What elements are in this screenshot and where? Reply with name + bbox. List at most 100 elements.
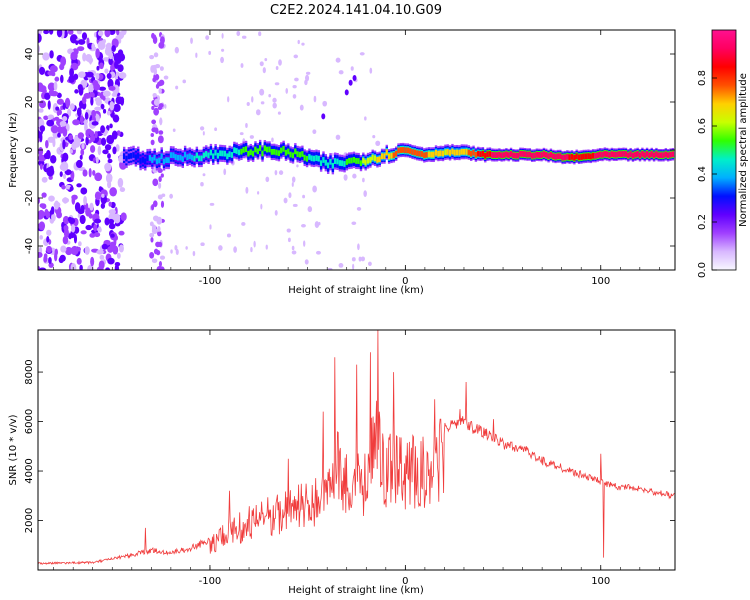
heatmap-cell [615,151,618,158]
heatmap-cell [350,157,353,164]
heatmap-cell [643,152,646,159]
heatmap-cell [369,67,373,74]
heatmap-cell [208,50,212,56]
heatmap-cell [359,52,365,56]
heatmap-cell [99,254,105,260]
heatmap-cell [221,150,224,157]
heatmap-cell [641,151,644,157]
heatmap-cell [296,164,299,168]
heatmap-cell [86,71,94,78]
heatmap-cell [85,136,89,146]
heatmap-cell [291,245,295,251]
heatmap-cell [118,244,124,253]
heatmap-cell [430,151,433,158]
heatmap-cell [67,216,73,222]
heatmap-cell [357,243,360,251]
heatmap-cell [110,64,114,72]
heatmap-cell [277,150,281,157]
heatmap-cell [282,145,285,152]
heatmap-cell [188,153,192,160]
heatmap-cell [538,152,541,158]
heatmap-cell [280,147,283,154]
heatmap-cell [671,151,675,158]
heatmap-cell [38,159,45,167]
heatmap-cell [108,201,113,207]
heatmap-cell [481,150,485,157]
heatmap-cell [106,110,111,116]
heatmap-cell [559,153,562,160]
heatmap-cell [150,139,155,146]
heatmap-cell [302,194,306,199]
heatmap-cell [107,218,115,225]
heatmap-cell [202,152,206,159]
colorbar-gradient [711,29,737,271]
heatmap-cell [484,152,487,159]
heatmap-cell [432,151,435,158]
heatmap-cell [304,79,308,86]
heatmap-cell [245,123,248,128]
heatmap-cell [79,264,83,270]
heatmap-cell [62,139,66,150]
heatmap-cell [299,104,304,111]
heatmap-cell [486,151,489,158]
heatmap-cell [200,242,205,247]
heatmap-cell [319,160,323,167]
x-tick-label: 100 [591,276,610,287]
heatmap-cell [102,108,107,114]
heatmap-cell [250,246,253,253]
heatmap-cell [587,153,590,160]
heatmap-cell [152,215,159,222]
heatmap-cell [305,71,311,75]
heatmap-cell [226,233,231,238]
heatmap-cell [268,146,271,153]
heatmap-cell [312,129,317,135]
heatmap-cell [368,261,372,267]
heatmap-cell [598,151,602,158]
heatmap-cell [301,42,305,46]
y-tick-label: 6000 [24,409,35,434]
heatmap-cell [108,85,116,91]
heatmap-cell [160,173,164,178]
heatmap-cell [97,30,104,37]
heatmap-cell [226,153,229,160]
heatmap-cell [192,250,196,257]
heatmap-cell [219,150,222,157]
heatmap-cell [159,66,164,71]
heatmap-cell [272,102,277,109]
heatmap-cell [540,152,543,158]
heatmap-cell [71,195,76,205]
heatmap-cell [291,176,296,183]
heatmap-cell [465,148,468,155]
heatmap-cell [46,119,55,127]
heatmap-cell [41,192,47,198]
heatmap-cell [212,153,215,160]
heatmap-cell [294,77,299,82]
x-tick-label: 0 [402,576,408,587]
heatmap-cell [45,245,53,254]
heatmap-cell [351,257,356,262]
heatmap-cell [115,144,120,152]
heatmap-cell [249,135,254,139]
snr-panel: -100 0 100 2000 4000 6000 8000 Height of stra… [8,329,676,596]
heatmap-cell [169,193,173,199]
heatmap-cell [70,51,78,61]
spectrogram-x-label: Height of straight line (km) [288,285,424,296]
heatmap-cell [61,185,66,190]
heatmap-cell [221,33,224,39]
heatmap-cell [260,203,263,210]
heatmap-cell [46,229,52,236]
heatmap-cell [502,152,506,158]
heatmap-cell [152,36,158,44]
heatmap-cell [251,96,254,103]
heatmap-cell [60,161,69,172]
heatmap-cell [376,156,379,163]
heatmap-cell [75,40,79,46]
heatmap-cell [54,248,58,256]
heatmap-cell [158,182,162,189]
heatmap-cell [230,152,234,158]
heatmap-cell [43,255,48,263]
heatmap-cell [50,206,55,215]
heatmap-cell [93,32,97,38]
heatmap-cell [54,116,60,121]
